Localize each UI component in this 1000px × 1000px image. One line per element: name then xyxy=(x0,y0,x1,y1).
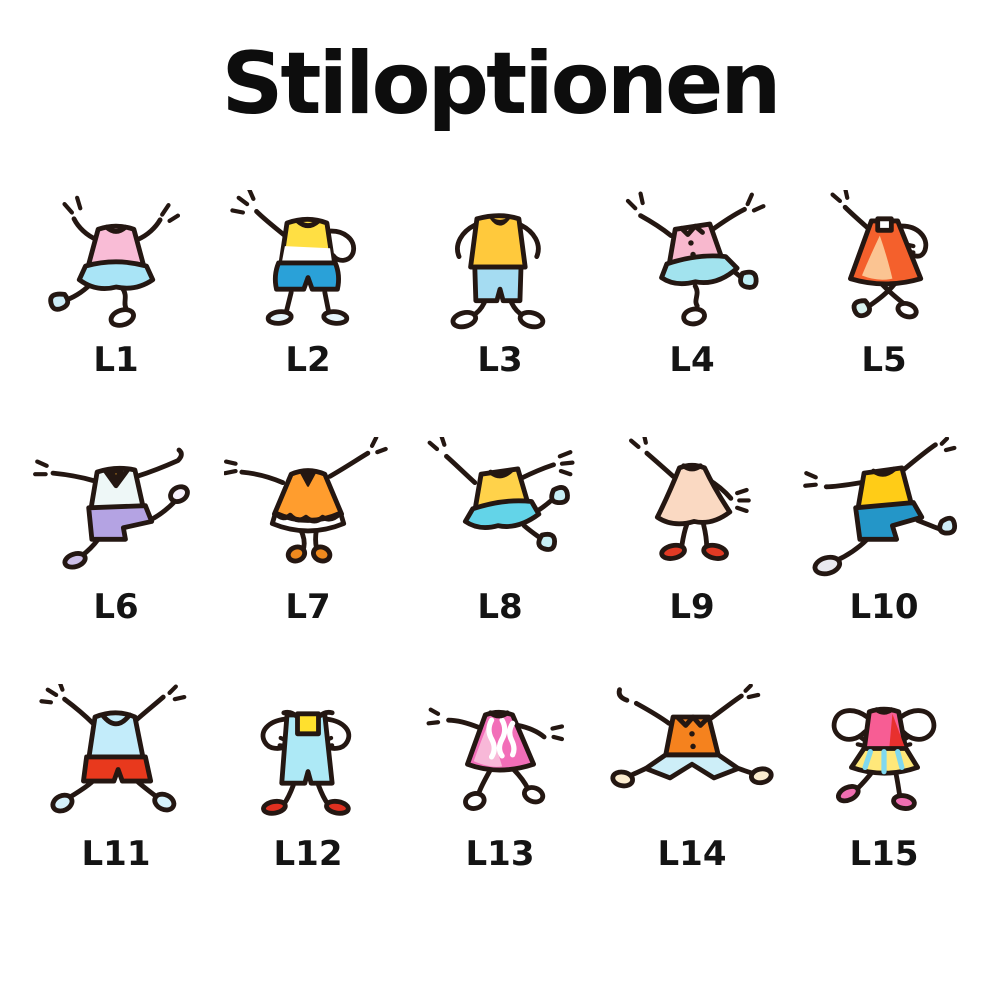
figure-l8-jumping-tank-skirt xyxy=(427,437,575,552)
style-option-label: L5 xyxy=(861,340,907,380)
figure-l4-kicking-dress xyxy=(625,191,766,327)
style-option-label: L15 xyxy=(849,834,919,874)
figure-l15-tutu-hands-on-hips xyxy=(831,706,937,811)
style-option-l8: L8 xyxy=(404,437,596,684)
style-options-grid: L1 L2 xyxy=(20,190,980,931)
style-option-label: L4 xyxy=(669,340,715,380)
style-option-l1: L1 xyxy=(20,190,212,437)
figure-l3-standing-tank-pants xyxy=(450,213,546,330)
style-option-label: L9 xyxy=(669,587,715,627)
style-option-l12: L12 xyxy=(212,684,404,931)
figure-l11-jumping-jack xyxy=(39,684,187,814)
style-option-l10: L10 xyxy=(788,437,980,684)
style-option-label: L10 xyxy=(849,587,919,627)
style-option-l13: L13 xyxy=(404,684,596,931)
style-option-l3: L3 xyxy=(404,190,596,437)
style-option-label: L8 xyxy=(477,587,523,627)
figure-l7-ballerina-tutu xyxy=(224,437,388,564)
figure-l13-wavy-pink-dress xyxy=(426,707,565,811)
style-option-l11: L11 xyxy=(20,684,212,931)
page-title: Stiloptionen xyxy=(221,34,781,134)
figure-l6-dancing-vneck-shorts xyxy=(33,447,190,570)
figure-l2-waving-tank-shorts xyxy=(230,190,357,326)
style-option-l5: L5 xyxy=(788,190,980,437)
style-option-label: L7 xyxy=(285,587,331,627)
style-option-l15: L15 xyxy=(788,684,980,931)
style-option-l2: L2 xyxy=(212,190,404,437)
style-option-l7: L7 xyxy=(212,437,404,684)
figure-l10-running-tank-shorts xyxy=(803,437,958,577)
figure-l1-dancing-dress xyxy=(48,195,181,328)
style-option-label: L3 xyxy=(477,340,523,380)
style-option-l6: L6 xyxy=(20,437,212,684)
style-option-label: L1 xyxy=(93,340,139,380)
style-option-label: L2 xyxy=(285,340,331,380)
style-option-label: L6 xyxy=(93,587,139,627)
figure-l12-overalls xyxy=(260,709,352,816)
figure-l9-waving-long-dress xyxy=(629,437,751,561)
style-option-label: L12 xyxy=(273,834,343,874)
style-option-l4: L4 xyxy=(596,190,788,437)
style-option-label: L14 xyxy=(657,834,727,874)
figure-l5-waving-dress xyxy=(830,190,929,320)
style-option-l14: L14 xyxy=(596,684,788,931)
style-option-label: L11 xyxy=(81,834,151,874)
style-option-label: L13 xyxy=(465,834,535,874)
style-option-l9: L9 xyxy=(596,437,788,684)
figure-l14-split-jump xyxy=(610,684,774,789)
